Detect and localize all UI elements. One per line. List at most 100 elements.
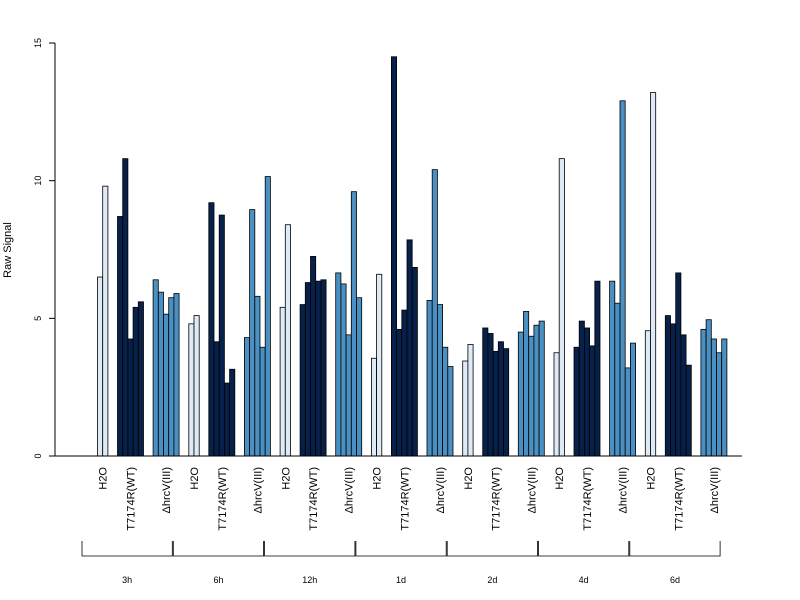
bar bbox=[644, 330, 651, 457]
subgroup-label: ΔhrcV(III) bbox=[161, 467, 173, 513]
bar bbox=[406, 239, 413, 457]
bar bbox=[279, 306, 286, 457]
bars-layer bbox=[97, 56, 728, 457]
bar bbox=[117, 216, 124, 457]
bar bbox=[700, 328, 707, 457]
subgroup-label: H2O bbox=[280, 467, 292, 490]
subgroup-label: ΔhrcV(III) bbox=[618, 467, 630, 513]
bar bbox=[716, 352, 723, 457]
bar bbox=[503, 348, 510, 457]
bar bbox=[680, 334, 687, 457]
group-label: 3h bbox=[122, 575, 132, 585]
bar bbox=[254, 295, 261, 457]
bar bbox=[431, 169, 438, 457]
x-axis-labels: H2O T7174R(WT) ΔhrcV(III) H2O T7174R(WT) Δhrc… bbox=[98, 467, 721, 531]
bar bbox=[376, 273, 383, 457]
bar bbox=[259, 346, 266, 457]
group-bracket bbox=[81, 541, 173, 557]
bar bbox=[370, 357, 377, 457]
bar bbox=[442, 346, 449, 457]
bar bbox=[299, 304, 306, 457]
bar bbox=[102, 185, 109, 457]
bar bbox=[533, 324, 540, 457]
subgroup-label: T7174R(WT) bbox=[582, 467, 594, 531]
bar bbox=[528, 335, 535, 457]
group-bracket bbox=[538, 541, 630, 557]
bar bbox=[356, 297, 363, 457]
group-label: 1d bbox=[396, 575, 406, 585]
bar bbox=[320, 279, 327, 457]
subgroup-label: T7174R(WT) bbox=[126, 467, 138, 531]
bar bbox=[517, 331, 524, 457]
bar bbox=[229, 368, 236, 457]
bar bbox=[482, 327, 489, 457]
subgroup-label: H2O bbox=[646, 467, 658, 490]
bar bbox=[721, 338, 728, 457]
bar bbox=[168, 297, 175, 457]
subgroup-label: H2O bbox=[463, 467, 475, 490]
subgroup-label: ΔhrcV(III) bbox=[709, 467, 721, 513]
bar bbox=[223, 382, 230, 457]
group-bracket bbox=[172, 541, 264, 557]
bar bbox=[193, 315, 200, 457]
bar bbox=[584, 327, 591, 457]
y-tick-label: 10 bbox=[33, 176, 43, 186]
bar bbox=[589, 345, 596, 457]
bar bbox=[127, 338, 134, 457]
group-bracket bbox=[629, 541, 721, 557]
y-axis-label: Raw Signal bbox=[2, 222, 14, 278]
subgroup-label: H2O bbox=[554, 467, 566, 490]
y-tick-label: 15 bbox=[33, 38, 43, 48]
bar bbox=[264, 176, 271, 457]
bar bbox=[487, 333, 494, 457]
bar bbox=[188, 323, 195, 457]
bar bbox=[249, 209, 256, 457]
subgroup-label: ΔhrcV(III) bbox=[344, 467, 356, 513]
bar bbox=[350, 191, 357, 457]
bar bbox=[467, 344, 474, 457]
bar bbox=[137, 301, 144, 457]
subgroup-label: ΔhrcV(III) bbox=[252, 467, 264, 513]
bar bbox=[97, 276, 104, 457]
bar bbox=[630, 342, 637, 457]
bar bbox=[122, 158, 129, 457]
bar bbox=[447, 366, 454, 457]
y-tick-label: 0 bbox=[33, 453, 43, 458]
bar bbox=[163, 313, 170, 457]
bar bbox=[401, 309, 408, 457]
bar bbox=[578, 320, 585, 457]
group-label: 2d bbox=[487, 575, 497, 585]
group-label: 6h bbox=[213, 575, 223, 585]
bar bbox=[157, 291, 164, 457]
bar bbox=[670, 323, 677, 457]
bar bbox=[624, 367, 631, 457]
bar bbox=[208, 202, 215, 457]
bar bbox=[243, 337, 250, 457]
bar bbox=[619, 100, 626, 457]
bar bbox=[492, 350, 499, 457]
subgroup-label: H2O bbox=[98, 467, 110, 490]
bar bbox=[609, 280, 616, 457]
y-axis: 0 5 10 15 bbox=[33, 38, 56, 459]
bar bbox=[705, 319, 712, 457]
bar bbox=[213, 341, 220, 457]
subgroup-label: T7174R(WT) bbox=[673, 467, 685, 531]
bar bbox=[685, 364, 692, 457]
subgroup-label: H2O bbox=[372, 467, 384, 490]
bar bbox=[315, 280, 322, 457]
bar bbox=[426, 300, 433, 457]
bar bbox=[345, 334, 352, 457]
bar bbox=[340, 283, 347, 457]
subgroup-label: T7174R(WT) bbox=[491, 467, 503, 531]
bar bbox=[538, 320, 545, 457]
bar bbox=[710, 338, 717, 457]
bar bbox=[218, 214, 225, 457]
subgroup-label: H2O bbox=[189, 467, 201, 490]
group-bracket bbox=[264, 541, 356, 557]
subgroup-label: ΔhrcV(III) bbox=[526, 467, 538, 513]
bar bbox=[497, 341, 504, 457]
subgroup-label: T7174R(WT) bbox=[399, 467, 411, 531]
bar bbox=[390, 56, 397, 457]
bar bbox=[573, 346, 580, 457]
